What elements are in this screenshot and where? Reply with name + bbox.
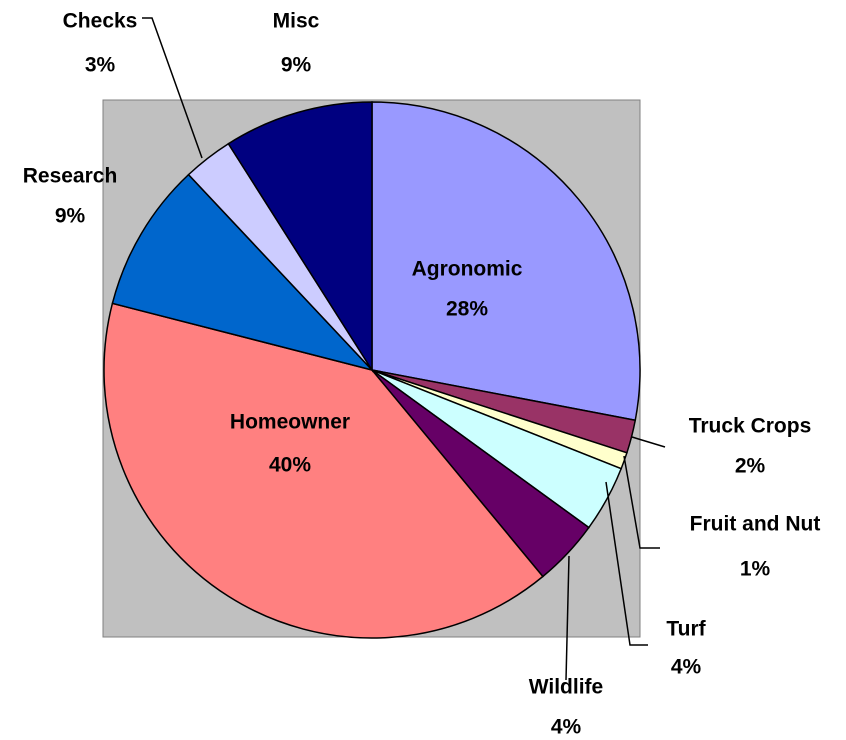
slice-value-label: 9% bbox=[281, 54, 312, 77]
slice-value-label: 4% bbox=[671, 656, 702, 679]
slice-label: Agronomic bbox=[412, 258, 523, 281]
slice-value-label: 9% bbox=[55, 205, 86, 228]
slice-value-label: 4% bbox=[551, 716, 582, 739]
slice-label: Research bbox=[23, 165, 118, 188]
slice-value-label: 3% bbox=[85, 54, 116, 77]
leader-line bbox=[605, 481, 648, 646]
labels: Agronomic 28% Truck Crops 2% Fruit and Nut 1%… bbox=[23, 10, 821, 739]
pie-slice bbox=[371, 101, 641, 422]
slice-label: Truck Crops bbox=[689, 415, 812, 438]
slice-value-label: 1% bbox=[740, 558, 771, 581]
slice-label: Wildlife bbox=[529, 676, 603, 699]
leader-line bbox=[565, 555, 570, 681]
slice-value-label: 2% bbox=[735, 455, 766, 478]
pie bbox=[103, 101, 641, 639]
slice-value-label: 40% bbox=[269, 454, 311, 477]
leader-line bbox=[142, 17, 203, 159]
pie-slice bbox=[111, 173, 375, 372]
leader-line bbox=[631, 436, 666, 448]
leader-lines bbox=[142, 17, 666, 681]
pie-slice bbox=[103, 302, 544, 639]
slice-label: Misc bbox=[273, 10, 320, 33]
slice-label: Fruit and Nut bbox=[690, 513, 821, 536]
slice-label: Turf bbox=[666, 618, 706, 641]
slice-label: Homeowner bbox=[230, 411, 350, 434]
leader-line bbox=[623, 455, 660, 549]
pie-slice bbox=[227, 101, 373, 373]
slice-value-label: 28% bbox=[446, 298, 488, 321]
slice-label: Checks bbox=[63, 10, 138, 33]
